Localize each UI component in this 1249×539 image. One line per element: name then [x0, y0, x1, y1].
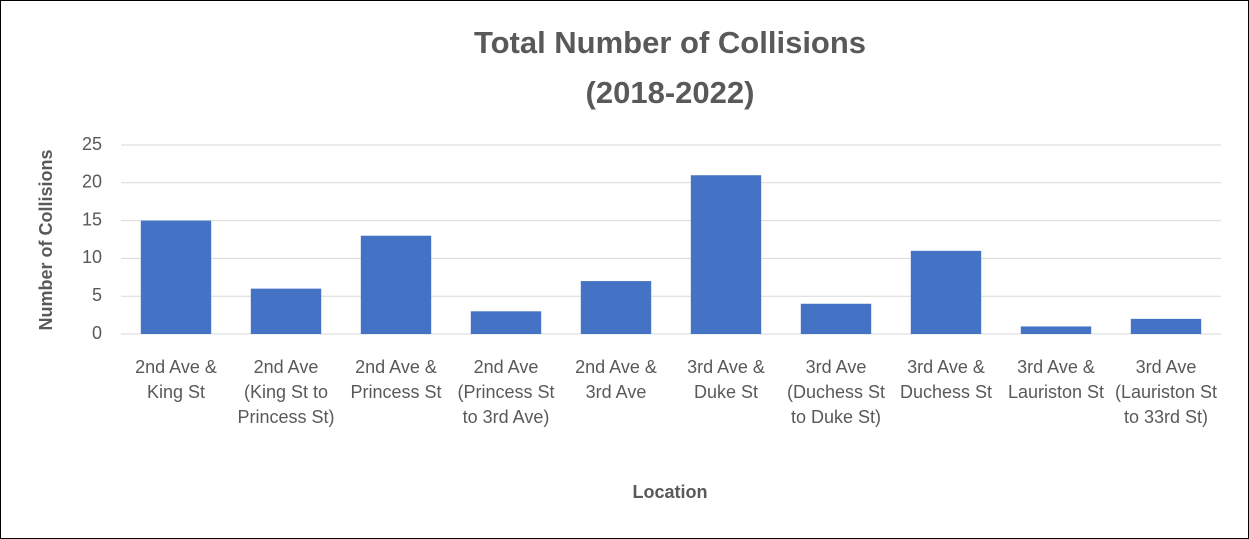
x-axis-label: Location — [633, 482, 708, 502]
bar — [690, 175, 762, 334]
x-tick-label: 3rd Ave & Lauriston St — [1008, 357, 1104, 402]
bar — [140, 220, 212, 334]
x-tick-label: 2nd Ave & Princess St — [350, 357, 441, 402]
bar — [250, 288, 322, 334]
bar — [580, 281, 652, 334]
y-tick-label: 10 — [82, 247, 102, 267]
x-tick-label: 2nd Ave & King St — [135, 357, 217, 402]
y-axis-label: Number of Collisions — [36, 149, 56, 330]
x-tick-label: 3rd Ave & Duchess St — [900, 357, 992, 402]
bar — [360, 235, 432, 334]
y-tick-label: 20 — [82, 172, 102, 192]
y-tick-label: 15 — [82, 209, 102, 229]
x-tick-label: 3rd Ave (Duchess St to Duke St) — [787, 357, 885, 427]
chart-title: Total Number of Collisions (2018-2022) — [474, 25, 866, 110]
bar — [1020, 326, 1092, 334]
bar — [910, 250, 982, 334]
x-tick-label: 3rd Ave & Duke St — [687, 357, 765, 402]
bar — [470, 311, 542, 334]
x-tick-label: 3rd Ave (Lauriston St to 33rd St) — [1115, 357, 1217, 427]
y-tick-label: 0 — [92, 323, 102, 343]
x-tick-label: 2nd Ave & 3rd Ave — [575, 357, 657, 402]
y-tick-label: 25 — [82, 134, 102, 154]
bar — [800, 303, 872, 334]
x-tick-label: 2nd Ave (King St to Princess St) — [237, 357, 334, 427]
y-tick-label: 5 — [92, 285, 102, 305]
bar — [1130, 318, 1202, 334]
x-tick-label: 2nd Ave (Princess St to 3rd Ave) — [457, 357, 554, 427]
